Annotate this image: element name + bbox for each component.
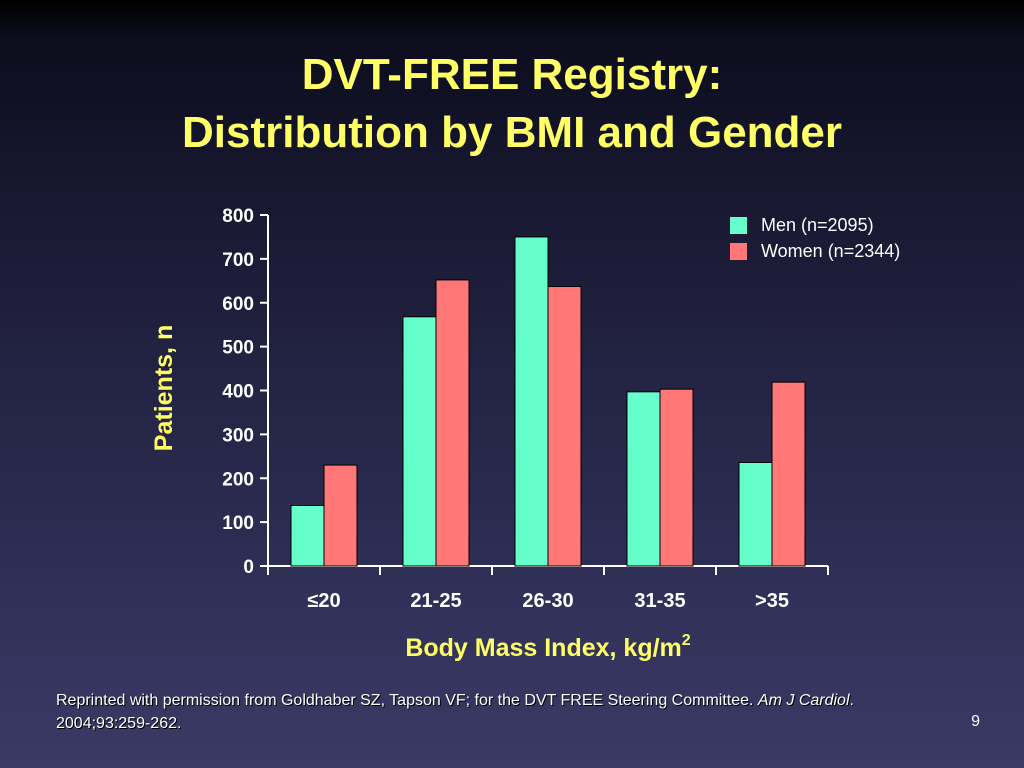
x-tick-label-3: 31-35 [634,590,685,612]
bar-men-1 [402,316,437,567]
bar-women-3 [659,388,694,567]
bar-women-1 [435,279,470,567]
footnote-citation: Reprinted with permission from Goldhaber… [56,689,876,735]
bar-women-0 [323,464,358,567]
y-tick-label-400: 400 [222,382,254,403]
y-tick-label-600: 600 [222,294,254,315]
x-axis-title: Body Mass Index, kg/m2 [405,632,690,662]
title-line-1: DVT-FREE Registry: [301,50,723,99]
bar-men-4 [738,461,773,567]
chart-legend: Men (n=2095) Women (n=2344) [730,212,900,264]
y-tick-label-800: 800 [222,206,254,227]
legend-label-women: Women (n=2344) [761,240,901,261]
bar-men-3 [626,391,661,567]
x-tick-label-1: 21-25 [410,590,461,612]
legend-swatch-women [730,242,747,260]
x-tick-label-2: 26-30 [522,590,573,612]
page-number: 9 [971,713,980,730]
y-tick-label-100: 100 [222,513,254,534]
slide-title: DVT-FREE Registry: Distribution by BMI a… [0,46,1024,162]
footnote-details: . 2004;93:259-262. [56,692,854,732]
bar-men-2 [514,236,549,567]
x-tick-label-4: >35 [755,590,789,612]
y-tick-label-700: 700 [222,250,254,271]
y-tick-label-500: 500 [222,338,254,359]
x-axis-title-superscript: 2 [682,632,691,649]
y-axis-title: Patients, n [150,325,178,451]
bar-men-0 [290,504,325,567]
bar-women-2 [547,286,582,567]
footnote-journal: Am J Cardiol [757,692,850,709]
legend-item-men: Men (n=2095) [730,212,900,238]
y-tick-label-200: 200 [222,469,254,490]
bar-women-4 [771,381,806,567]
footnote-text: Reprinted with permission from Goldhaber… [56,692,758,709]
legend-swatch-men [730,216,747,234]
y-tick-label-300: 300 [222,425,254,446]
x-tick-label-0: ≤20 [307,590,340,612]
y-tick-label-0: 0 [243,557,254,578]
legend-item-women: Women (n=2344) [730,238,900,264]
title-line-2: Distribution by BMI and Gender [181,108,843,157]
legend-label-men: Men (n=2095) [761,214,874,235]
